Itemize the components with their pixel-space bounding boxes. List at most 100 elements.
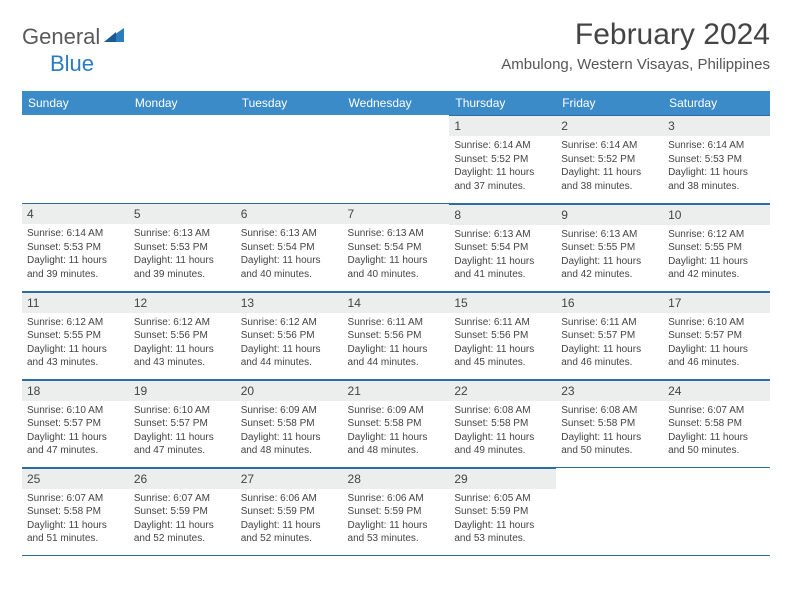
calendar-cell: 6Sunrise: 6:13 AMSunset: 5:54 PMDaylight… [236, 203, 343, 291]
calendar-cell [343, 115, 450, 203]
calendar-cell: 4Sunrise: 6:14 AMSunset: 5:53 PMDaylight… [22, 203, 129, 291]
daylight-text: Daylight: 11 hours and 46 minutes. [668, 343, 765, 370]
calendar-cell [236, 115, 343, 203]
day-details: Sunrise: 6:14 AMSunset: 5:53 PMDaylight:… [22, 224, 129, 287]
day-number: 25 [22, 468, 129, 489]
sunrise-text: Sunrise: 6:14 AM [454, 139, 551, 153]
calendar-cell: 15Sunrise: 6:11 AMSunset: 5:56 PMDayligh… [449, 291, 556, 379]
day-details: Sunrise: 6:11 AMSunset: 5:57 PMDaylight:… [556, 313, 663, 376]
sunset-text: Sunset: 5:58 PM [668, 417, 765, 431]
week-row: 25Sunrise: 6:07 AMSunset: 5:58 PMDayligh… [22, 467, 770, 555]
calendar-cell [556, 467, 663, 555]
daylight-text: Daylight: 11 hours and 42 minutes. [561, 255, 658, 282]
calendar-cell: 9Sunrise: 6:13 AMSunset: 5:55 PMDaylight… [556, 203, 663, 291]
day-details: Sunrise: 6:13 AMSunset: 5:54 PMDaylight:… [343, 224, 450, 287]
calendar-cell: 27Sunrise: 6:06 AMSunset: 5:59 PMDayligh… [236, 467, 343, 555]
calendar-cell: 12Sunrise: 6:12 AMSunset: 5:56 PMDayligh… [129, 291, 236, 379]
day-number: 1 [449, 115, 556, 136]
sunrise-text: Sunrise: 6:08 AM [454, 404, 551, 418]
sunset-text: Sunset: 5:54 PM [241, 241, 338, 255]
calendar-cell [22, 115, 129, 203]
day-number: 14 [343, 292, 450, 313]
dayhead-mon: Monday [129, 91, 236, 115]
day-details: Sunrise: 6:12 AMSunset: 5:55 PMDaylight:… [22, 313, 129, 376]
sunrise-text: Sunrise: 6:13 AM [561, 228, 658, 242]
sunset-text: Sunset: 5:59 PM [134, 505, 231, 519]
sunrise-text: Sunrise: 6:13 AM [241, 227, 338, 241]
calendar-cell: 13Sunrise: 6:12 AMSunset: 5:56 PMDayligh… [236, 291, 343, 379]
sunset-text: Sunset: 5:54 PM [454, 241, 551, 255]
logo-text-general: General [22, 24, 100, 50]
sunset-text: Sunset: 5:58 PM [348, 417, 445, 431]
sunrise-text: Sunrise: 6:12 AM [241, 316, 338, 330]
day-details: Sunrise: 6:08 AMSunset: 5:58 PMDaylight:… [449, 401, 556, 464]
calendar-cell: 29Sunrise: 6:05 AMSunset: 5:59 PMDayligh… [449, 467, 556, 555]
sunset-text: Sunset: 5:53 PM [134, 241, 231, 255]
day-number: 3 [663, 115, 770, 136]
daylight-text: Daylight: 11 hours and 43 minutes. [134, 343, 231, 370]
sunrise-text: Sunrise: 6:14 AM [561, 139, 658, 153]
day-details: Sunrise: 6:09 AMSunset: 5:58 PMDaylight:… [343, 401, 450, 464]
day-number: 11 [22, 292, 129, 313]
sunrise-text: Sunrise: 6:12 AM [134, 316, 231, 330]
month-title: February 2024 [501, 18, 770, 52]
calendar-page: General February 2024 Ambulong, Western … [0, 0, 792, 566]
sunrise-text: Sunrise: 6:10 AM [668, 316, 765, 330]
day-number: 8 [449, 204, 556, 225]
day-number: 22 [449, 380, 556, 401]
dayhead-sat: Saturday [663, 91, 770, 115]
sunrise-text: Sunrise: 6:12 AM [27, 316, 124, 330]
day-details: Sunrise: 6:07 AMSunset: 5:58 PMDaylight:… [22, 489, 129, 552]
daylight-text: Daylight: 11 hours and 47 minutes. [134, 431, 231, 458]
day-details: Sunrise: 6:07 AMSunset: 5:58 PMDaylight:… [663, 401, 770, 464]
sunset-text: Sunset: 5:58 PM [241, 417, 338, 431]
calendar-cell: 11Sunrise: 6:12 AMSunset: 5:55 PMDayligh… [22, 291, 129, 379]
logo: General [22, 24, 128, 50]
sunrise-text: Sunrise: 6:10 AM [27, 404, 124, 418]
day-number: 26 [129, 468, 236, 489]
daylight-text: Daylight: 11 hours and 48 minutes. [241, 431, 338, 458]
day-details: Sunrise: 6:13 AMSunset: 5:54 PMDaylight:… [236, 224, 343, 287]
sunrise-text: Sunrise: 6:14 AM [668, 139, 765, 153]
day-details: Sunrise: 6:09 AMSunset: 5:58 PMDaylight:… [236, 401, 343, 464]
day-details: Sunrise: 6:12 AMSunset: 5:56 PMDaylight:… [129, 313, 236, 376]
sunset-text: Sunset: 5:57 PM [27, 417, 124, 431]
sunset-text: Sunset: 5:53 PM [668, 153, 765, 167]
daylight-text: Daylight: 11 hours and 44 minutes. [241, 343, 338, 370]
day-number: 12 [129, 292, 236, 313]
calendar-cell: 21Sunrise: 6:09 AMSunset: 5:58 PMDayligh… [343, 379, 450, 467]
sunrise-text: Sunrise: 6:13 AM [454, 228, 551, 242]
day-details: Sunrise: 6:10 AMSunset: 5:57 PMDaylight:… [22, 401, 129, 464]
daylight-text: Daylight: 11 hours and 39 minutes. [134, 254, 231, 281]
calendar-cell: 8 Sunrise: 6:13 AMSunset: 5:54 PMDaylight… [449, 203, 556, 291]
day-details: Sunrise: 6:07 AMSunset: 5:59 PMDaylight:… [129, 489, 236, 552]
dayhead-thu: Thursday [449, 91, 556, 115]
day-number: 23 [556, 380, 663, 401]
daylight-text: Daylight: 11 hours and 41 minutes. [454, 255, 551, 282]
day-number: 28 [343, 468, 450, 489]
calendar-cell: 24Sunrise: 6:07 AMSunset: 5:58 PMDayligh… [663, 379, 770, 467]
calendar-cell [129, 115, 236, 203]
week-row: 11Sunrise: 6:12 AMSunset: 5:55 PMDayligh… [22, 291, 770, 379]
daylight-text: Daylight: 11 hours and 45 minutes. [454, 343, 551, 370]
daylight-text: Daylight: 11 hours and 42 minutes. [668, 255, 765, 282]
daylight-text: Daylight: 11 hours and 52 minutes. [134, 519, 231, 546]
daylight-text: Daylight: 11 hours and 50 minutes. [668, 431, 765, 458]
day-details: Sunrise: 6:14 AMSunset: 5:53 PMDaylight:… [663, 136, 770, 199]
day-details: Sunrise: 6:06 AMSunset: 5:59 PMDaylight:… [343, 489, 450, 552]
sunset-text: Sunset: 5:58 PM [454, 417, 551, 431]
sunset-text: Sunset: 5:55 PM [27, 329, 124, 343]
day-number: 19 [129, 380, 236, 401]
sunset-text: Sunset: 5:57 PM [668, 329, 765, 343]
calendar-cell [663, 467, 770, 555]
daylight-text: Daylight: 11 hours and 38 minutes. [561, 166, 658, 193]
calendar-cell: 1 Sunrise: 6:14 AMSunset: 5:52 PMDaylight… [449, 115, 556, 203]
day-number: 13 [236, 292, 343, 313]
day-number: 6 [236, 203, 343, 224]
sunrise-text: Sunrise: 6:13 AM [348, 227, 445, 241]
sunset-text: Sunset: 5:52 PM [454, 153, 551, 167]
daylight-text: Daylight: 11 hours and 53 minutes. [348, 519, 445, 546]
daylight-text: Daylight: 11 hours and 37 minutes. [454, 166, 551, 193]
calendar-cell: 10Sunrise: 6:12 AMSunset: 5:55 PMDayligh… [663, 203, 770, 291]
day-number: 15 [449, 292, 556, 313]
